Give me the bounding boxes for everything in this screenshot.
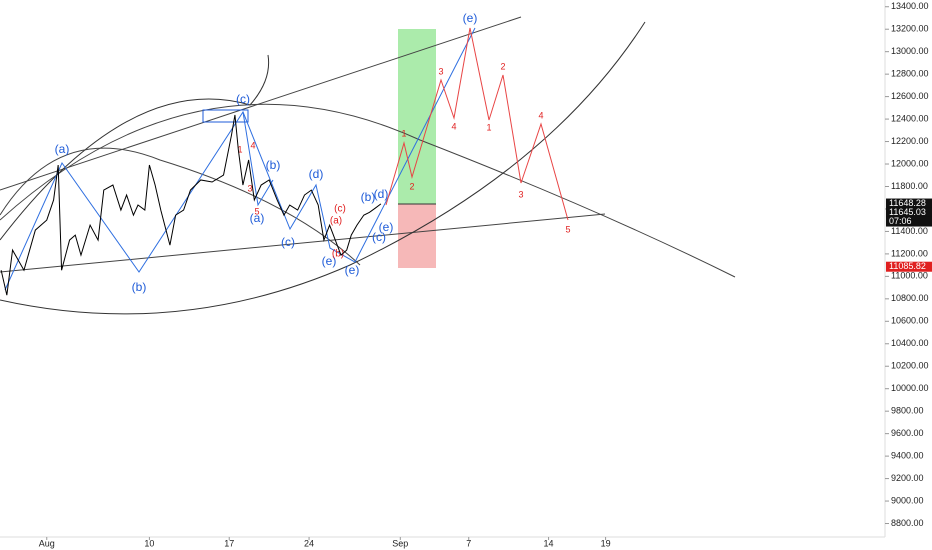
wave-number: 3 [518, 189, 523, 199]
wave-label: (d) [309, 167, 324, 181]
trend-line [0, 213, 606, 273]
y-tick-label: 10600.00 [891, 316, 929, 326]
x-tick-label: 14 [544, 538, 554, 548]
trend-line [0, 16, 522, 191]
x-tick-label: 10 [144, 538, 154, 548]
x-tick-label: 24 [304, 538, 314, 548]
wave-number: 4 [250, 140, 255, 150]
x-tick-label: 7 [466, 538, 471, 548]
price-label-bg [886, 198, 932, 209]
y-tick-label: 11000.00 [891, 271, 928, 281]
arc [0, 21, 646, 315]
wave-number: 1 [237, 144, 242, 154]
price-label: 07:06 [889, 216, 912, 226]
x-tick-label: Sep [392, 538, 408, 548]
y-tick-label: 12600.00 [891, 91, 929, 101]
wave-label: (b) [332, 249, 344, 260]
wave-line [4, 27, 476, 291]
y-tick-label: 9200.00 [891, 473, 924, 483]
wave-number: 2 [409, 181, 414, 191]
wave-number: 3 [247, 183, 252, 193]
y-tick-label: 12000.00 [891, 158, 929, 168]
y-tick-label: 11200.00 [891, 248, 928, 258]
y-tick-label: 10800.00 [891, 293, 929, 303]
wave-label: (a) [330, 216, 342, 227]
y-tick-label: 9800.00 [891, 406, 924, 416]
y-tick-label: 13200.00 [891, 24, 929, 34]
y-tick-label: 10000.00 [891, 383, 929, 393]
y-tick-label: 9000.00 [891, 495, 924, 505]
y-tick-label: 12200.00 [891, 136, 929, 146]
wave-number: 1 [401, 128, 406, 138]
x-tick-label: 17 [224, 538, 234, 548]
x-tick-label: Aug [39, 538, 55, 548]
wave-number: 4 [538, 110, 543, 120]
price-label-bg [886, 216, 932, 227]
wave-label: (a) [55, 142, 70, 156]
y-tick-label: 13000.00 [891, 46, 929, 56]
annotations: (a) (b) (c) (a) (b) (c) (d) (e) (b) (d) … [55, 11, 571, 294]
wave-label: (b) [361, 190, 376, 204]
wave-label: (b) [132, 280, 147, 294]
price-label: 11645.03 [889, 207, 926, 217]
y-tick-label: 9600.00 [891, 428, 924, 438]
price-label: 11648.28 [889, 198, 926, 208]
x-tick-label: 19 [601, 538, 611, 548]
wave-number: 3 [438, 66, 443, 76]
wave-label: (c) [372, 230, 386, 244]
wave-label: (a) [250, 211, 265, 225]
wave-number: 5 [565, 224, 570, 234]
price-line [0, 114, 382, 296]
y-tick-label: 10200.00 [891, 361, 929, 371]
box [202, 109, 249, 123]
stop-zone [398, 204, 436, 268]
price-label: 11085.82 [889, 261, 926, 271]
y-tick-label: 13400.00 [891, 1, 929, 11]
drawings [0, 16, 736, 315]
wave-number: 1 [486, 122, 491, 132]
wave-label: (c) [281, 235, 295, 249]
arc [0, 103, 736, 278]
wave-label: (e) [463, 11, 478, 25]
y-tick-label: 10400.00 [891, 338, 929, 348]
y-tick-label: 12400.00 [891, 113, 929, 123]
y-tick-label: 11400.00 [891, 226, 928, 236]
wave-label: (c) [236, 92, 250, 106]
wave-label: (e) [322, 254, 337, 268]
price-label-bg [886, 261, 932, 272]
projection-line [385, 27, 569, 221]
wave-number: 2 [500, 61, 505, 71]
price-label-bg [886, 207, 932, 218]
wave-label: (e) [345, 263, 360, 277]
y-tick-label: 9400.00 [891, 450, 924, 460]
arc [0, 147, 361, 266]
wave-label: (e) [379, 220, 394, 234]
wave-label: (b) [266, 158, 281, 172]
wave-number: 4 [451, 121, 456, 131]
wave-label: (c) [334, 204, 346, 215]
y-tick-label: 8800.00 [891, 518, 924, 528]
wave-label: (d) [374, 187, 389, 201]
wave-line [242, 111, 274, 207]
y-tick-label: 11800.00 [891, 181, 928, 191]
wave-number: 5 [254, 206, 259, 216]
y-tick-label: 12800.00 [891, 69, 929, 79]
